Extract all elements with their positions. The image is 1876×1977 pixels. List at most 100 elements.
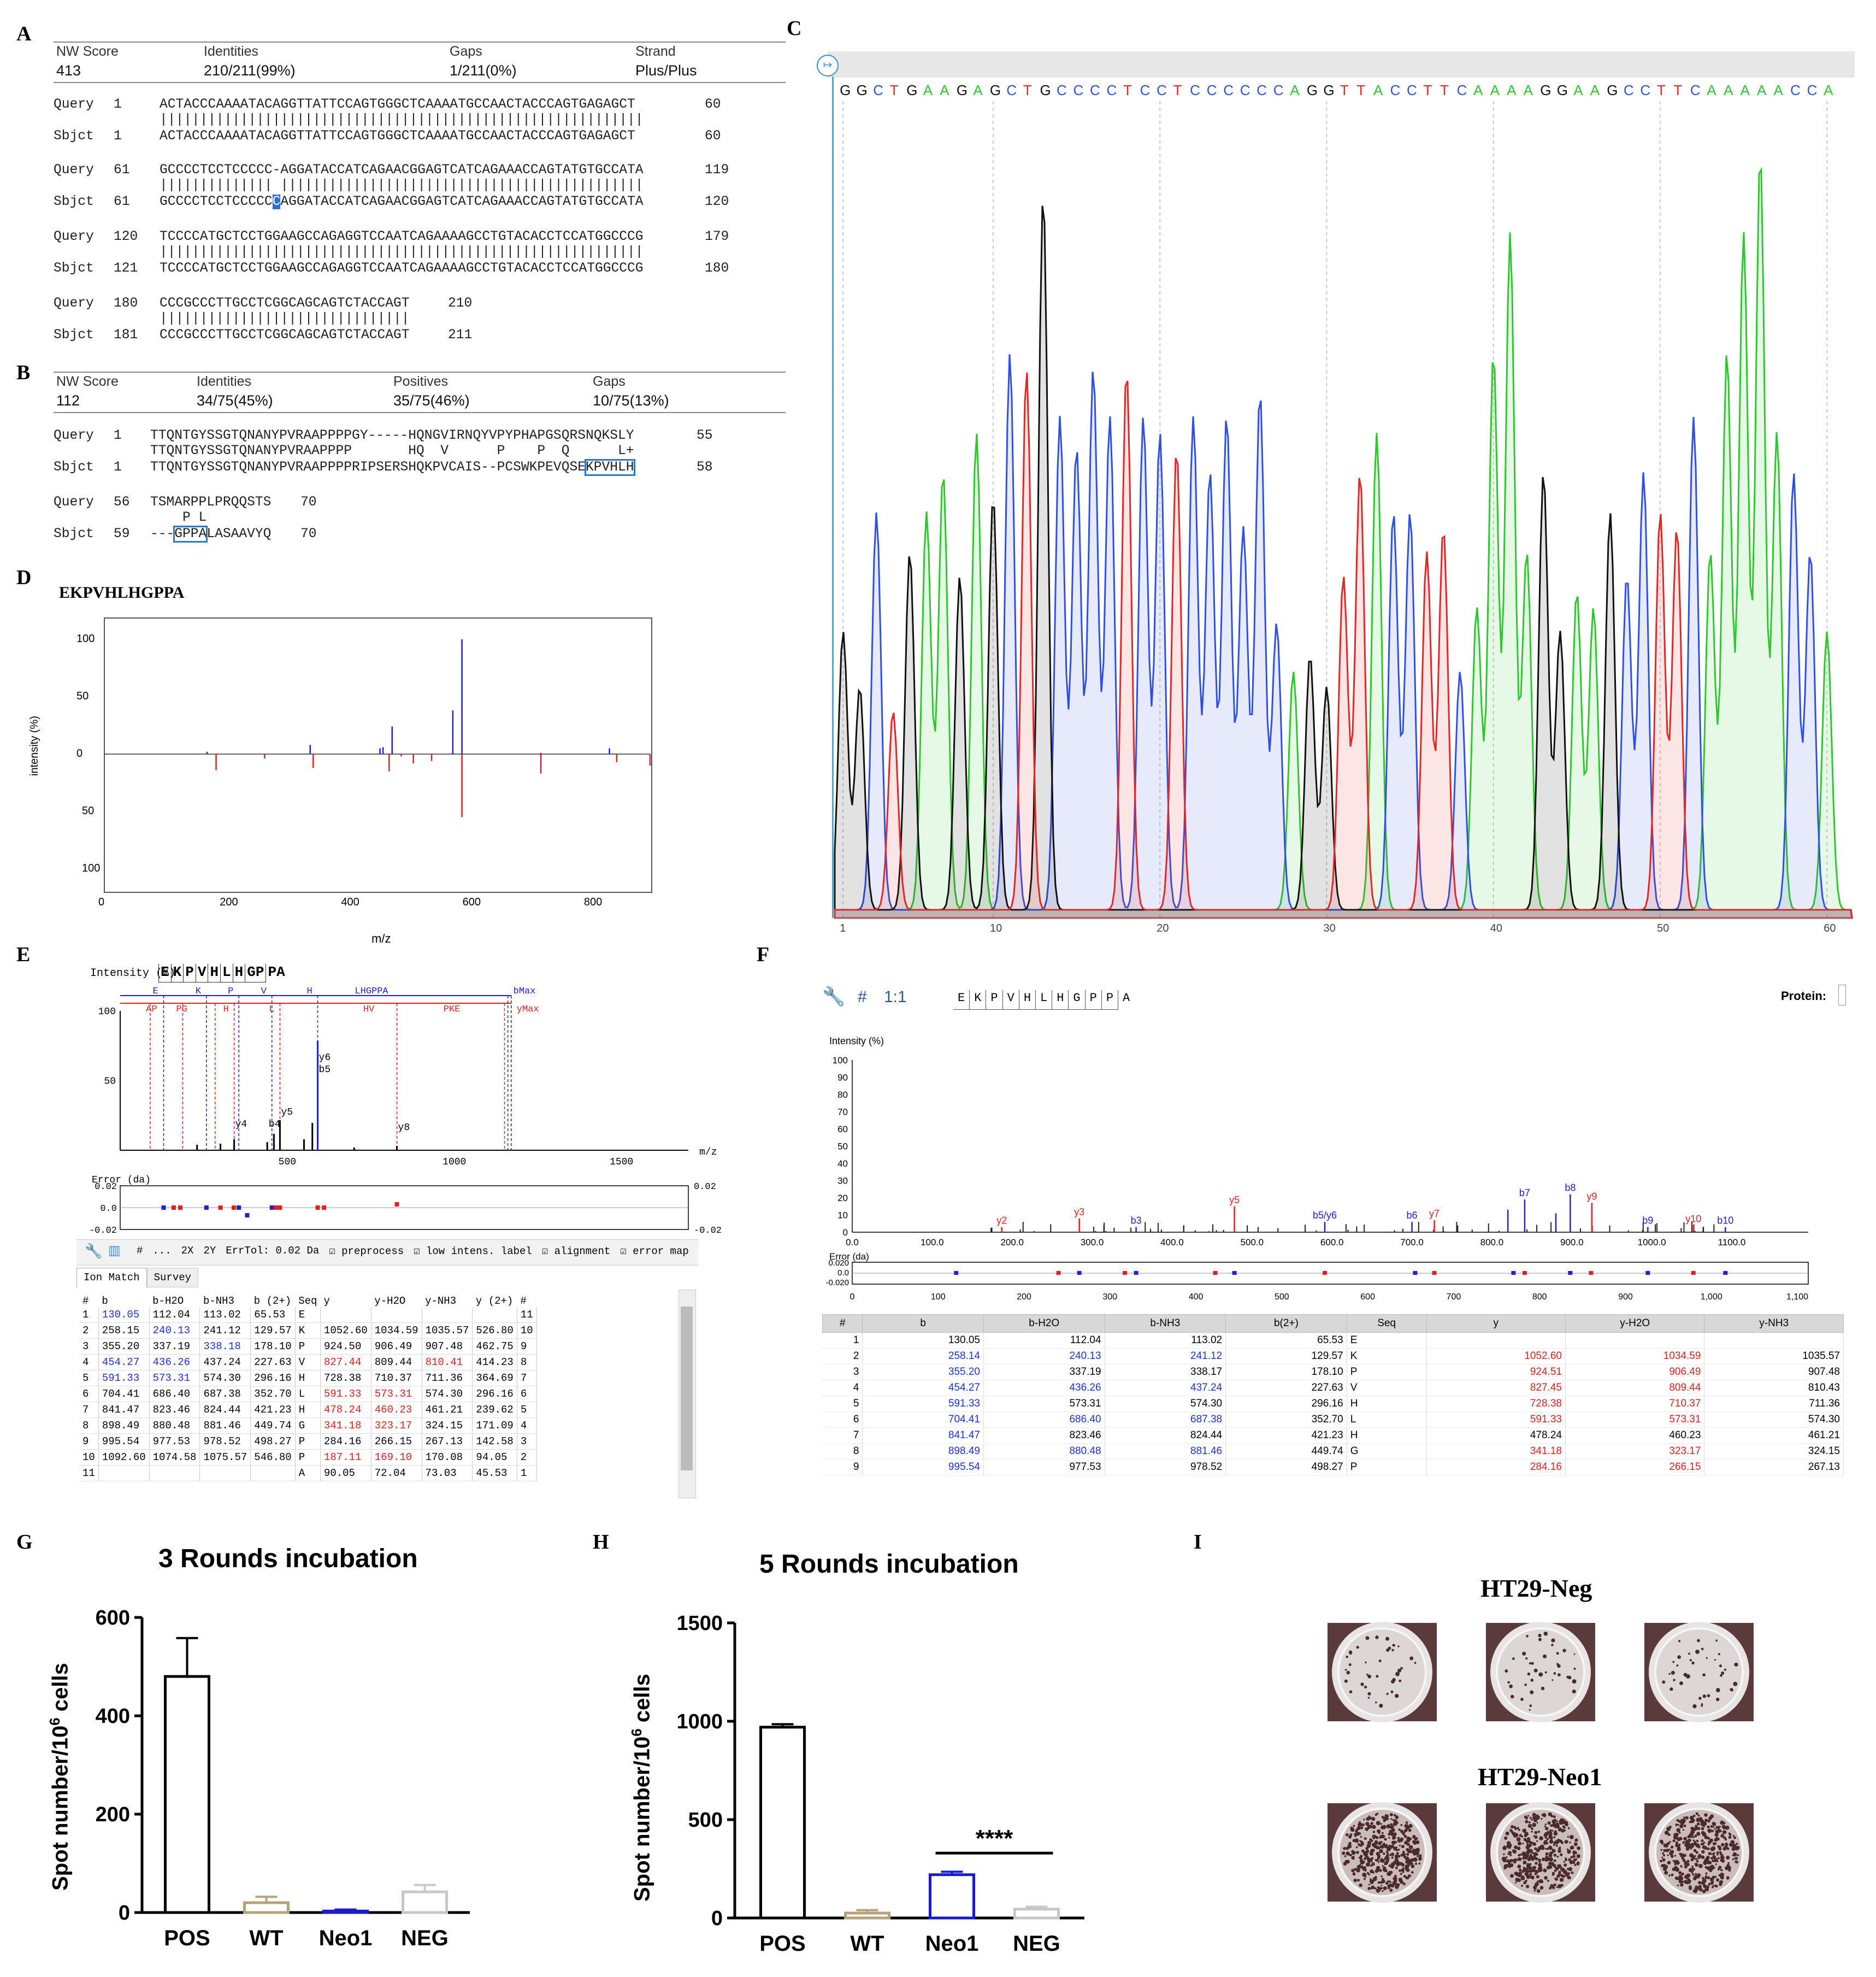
table-cell: 341.18: [320, 1417, 371, 1434]
toolbar-item[interactable]: 2Y: [203, 1245, 216, 1257]
spot: [1524, 1872, 1529, 1876]
column-header: y (2+): [475, 1295, 514, 1307]
table-row[interactable]: 8 898.49 880.48 881.46 449.74 G 341.18 323.17 32…: [822, 1443, 1844, 1460]
spot: [1573, 1667, 1576, 1670]
toolbar-item[interactable]: ☑ error map: [620, 1245, 689, 1257]
spot: [1387, 1846, 1390, 1849]
spot: [1555, 1822, 1560, 1827]
spot: [1547, 1879, 1549, 1882]
table-cell: 129.57: [1225, 1348, 1347, 1364]
spot: [1395, 1815, 1397, 1817]
spot: [1536, 1882, 1539, 1886]
table-header: # b b-H2O b-NH3 b (2+) Seq y y-H2O y-NH3 y (2+) #: [79, 1295, 536, 1307]
spot: [1367, 1692, 1371, 1696]
spot: [1659, 1860, 1662, 1863]
spot: [1567, 1827, 1570, 1829]
spot: [1378, 1886, 1382, 1891]
spot: [1353, 1825, 1355, 1827]
y-tick-label: 1500: [676, 1612, 723, 1635]
spot: [1718, 1845, 1721, 1849]
table-row[interactable]: 3 355.20 337.19 338.18 178.10 P 924.50 906.49 90…: [79, 1338, 537, 1355]
table-row[interactable]: 7 841.47 823.46 824.44 421.23 H 478.24 460.23 46…: [822, 1427, 1844, 1444]
spot: [1391, 1853, 1394, 1856]
base-call: G: [1607, 82, 1618, 98]
spot: [1576, 1854, 1580, 1858]
table-row[interactable]: 6 704.41 686.40 687.38 352.70 L 591.33 573.31 57…: [79, 1386, 537, 1402]
spot: [1544, 1836, 1547, 1839]
spot: [1718, 1653, 1720, 1656]
table-row[interactable]: 9 995.54 977.53 978.52 498.27 P 284.16 266.15 26…: [822, 1459, 1844, 1475]
spot: [1526, 1876, 1530, 1879]
wrench-icon[interactable]: 🔧: [85, 1243, 103, 1259]
error-point: [1522, 1271, 1527, 1275]
table-row[interactable]: 1 130.05 112.04 113.02 65.53 E: [822, 1332, 1844, 1349]
expand-icon[interactable]: ↦: [817, 55, 839, 77]
spot: [1398, 1862, 1402, 1866]
toolbar-item[interactable]: 2X: [181, 1245, 194, 1257]
table-row[interactable]: 7 841.47 823.46 824.44 421.23 H 478.24 460.23 46…: [79, 1402, 537, 1418]
spot: [1710, 1867, 1713, 1871]
protein-input[interactable]: [1838, 985, 1846, 1005]
y-axis-label: Intensity (%): [829, 1035, 884, 1046]
spot: [1567, 1850, 1571, 1854]
table-row[interactable]: 6 704.41 686.40 687.38 352.70 L 591.33 573.31 57…: [822, 1411, 1844, 1428]
toolbar-item[interactable]: ☑ alignment: [541, 1245, 611, 1257]
table-row[interactable]: 1 130.05 112.04 113.02 65.53 E 11: [79, 1307, 537, 1323]
peptide-box-kpvhlh: KPVHLH: [584, 459, 635, 476]
scrollbar[interactable]: [679, 1290, 696, 1498]
spot: [1667, 1841, 1670, 1845]
spot: [1685, 1816, 1689, 1820]
spot: [1344, 1669, 1347, 1671]
spot: [1559, 1850, 1561, 1852]
spot: [1694, 1887, 1698, 1891]
spot: [1514, 1833, 1519, 1838]
error-tick: 0.0: [100, 1204, 117, 1214]
table-row[interactable]: 11 A 90.05 72.04 73.03 45.53 1: [79, 1465, 537, 1481]
y-tick-label: 50: [104, 1076, 116, 1087]
table-row[interactable]: 9 995.54 977.53 978.52 498.27 P 284.16 266.15 26…: [79, 1433, 537, 1450]
table-row[interactable]: 4 454.27 436.26 437.24 227.63 V 827.44 809.44 81…: [79, 1354, 537, 1370]
spot: [1509, 1829, 1513, 1832]
table-row[interactable]: 8 898.49 880.48 881.46 449.74 G 341.18 323.17 32…: [79, 1417, 537, 1434]
spot: [1683, 1816, 1685, 1819]
wrench-icon[interactable]: 🔧: [822, 986, 846, 1007]
tab-survey[interactable]: Survey: [146, 1268, 199, 1287]
toolbar-item[interactable]: ErrTol: 0.02 Da: [226, 1245, 320, 1257]
tab-ion-match[interactable]: Ion Match: [76, 1268, 147, 1287]
toolbar-item[interactable]: #: [137, 1245, 143, 1257]
spot: [1522, 1828, 1527, 1833]
spot: [1347, 1844, 1352, 1849]
spot: [1700, 1843, 1702, 1846]
table-cell: 178.10: [1225, 1364, 1347, 1380]
table-cell: 341.18: [1426, 1443, 1566, 1460]
spot: [1691, 1866, 1694, 1868]
spot: [1696, 1860, 1699, 1863]
spot: [1526, 1863, 1530, 1867]
table-row[interactable]: 10 1092.60 1074.58 1075.57 546.80 P 187.11 169.…: [79, 1449, 537, 1466]
base-call: A: [1707, 82, 1716, 98]
spot: [1697, 1814, 1700, 1817]
spot: [1549, 1887, 1552, 1890]
chart-title: 3 Rounds incubation: [158, 1544, 418, 1573]
error-label: Error (da): [829, 1251, 869, 1262]
table-cell: 5: [822, 1396, 863, 1412]
spot: [1408, 1845, 1413, 1850]
table-row[interactable]: 2 258.15 240.13 241.12 129.57 K 1052.60 1034.59…: [79, 1322, 537, 1339]
toolbar-item[interactable]: ...: [152, 1245, 172, 1257]
table-row[interactable]: 5 591.33 573.31 574.30 296.16 H 728.38 710.37 71…: [79, 1370, 537, 1386]
table-row[interactable]: 5 591.33 573.31 574.30 296.16 H 728.38 710.37 71…: [822, 1396, 1844, 1412]
toolbar-item[interactable]: ☑ preprocess: [329, 1245, 404, 1257]
spectrum-icon[interactable]: ▥: [108, 1243, 121, 1258]
scrollbar-thumb[interactable]: [681, 1307, 693, 1470]
spot: [1546, 1852, 1549, 1855]
table-row[interactable]: 4 454.27 436.26 437.24 227.63 V 827.45 809.44 81…: [822, 1380, 1844, 1396]
spot: [1395, 1672, 1400, 1676]
toolbar-item[interactable]: ☑ low intens. label: [414, 1245, 532, 1257]
table-row[interactable]: 3 355.20 337.19 338.17 178.10 P 924.51 906.49 90…: [822, 1364, 1844, 1380]
elispot-wells: [1328, 1622, 1754, 1903]
table-row[interactable]: 2 258.14 240.13 241.12 129.57 K 1052.60 1034.59…: [822, 1348, 1844, 1364]
spot: [1679, 1872, 1682, 1874]
base-call: A: [1723, 82, 1733, 98]
spot: [1393, 1821, 1397, 1826]
spot: [1692, 1870, 1694, 1872]
